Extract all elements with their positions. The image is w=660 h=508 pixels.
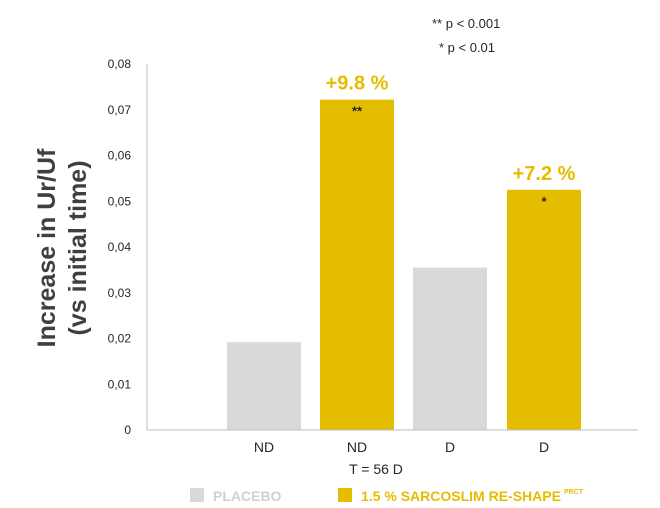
bar-active [507,189,581,430]
y-axis-ticks: 0 0,01 0,02 0,03 0,04 0,05 0,06 0,07 0,08 [108,57,132,437]
y-tick-label: 0 [124,423,131,437]
bar-placebo [413,267,487,430]
legend-label-active-text: 1.5 % SARCOSLIM RE-SHAPE [361,488,561,504]
x-tick-label: ND [347,439,367,455]
x-axis-ticks: ND ND D D [254,439,549,455]
y-tick-label: 0,01 [108,377,132,391]
y-tick-label: 0,06 [108,149,132,163]
legend-swatch-active [338,488,352,502]
bar-value-label: +9.8 % [326,73,389,95]
y-tick-label: 0,05 [108,194,132,208]
y-tick-label: 0,02 [108,332,132,346]
y-tick-label: 0,08 [108,57,132,71]
x-tick-label: D [445,439,455,455]
bars-group [227,99,581,430]
legend-label-placebo: PLACEBO [213,488,282,504]
bar-active [320,99,394,430]
significance-note-1: ** p < 0.001 [432,16,500,31]
y-tick-label: 0,04 [108,240,132,254]
bar-significance-marker: * [541,194,547,209]
legend-label-active: 1.5 % SARCOSLIM RE-SHAPE PRCT [361,488,584,504]
y-tick-label: 0,07 [108,103,132,117]
x-tick-label: D [539,439,549,455]
y-axis-label-line-1: Increase in Ur/Uf [33,148,61,347]
legend-label-active-superscript: PRCT [564,489,584,496]
x-axis-label: T = 56 D [349,461,403,477]
bar-labels-group: +9.8 % ** +7.2 % * [326,73,576,209]
bar-placebo [227,342,301,430]
y-axis-label-line-2: (vs initial time) [64,160,92,335]
legend-swatch-placebo [190,488,204,502]
x-tick-label: ND [254,439,274,455]
y-tick-label: 0,03 [108,286,132,300]
bar-significance-marker: ** [352,104,363,119]
bar-value-label: +7.2 % [513,163,576,185]
significance-note-2: * p < 0.01 [439,40,495,55]
